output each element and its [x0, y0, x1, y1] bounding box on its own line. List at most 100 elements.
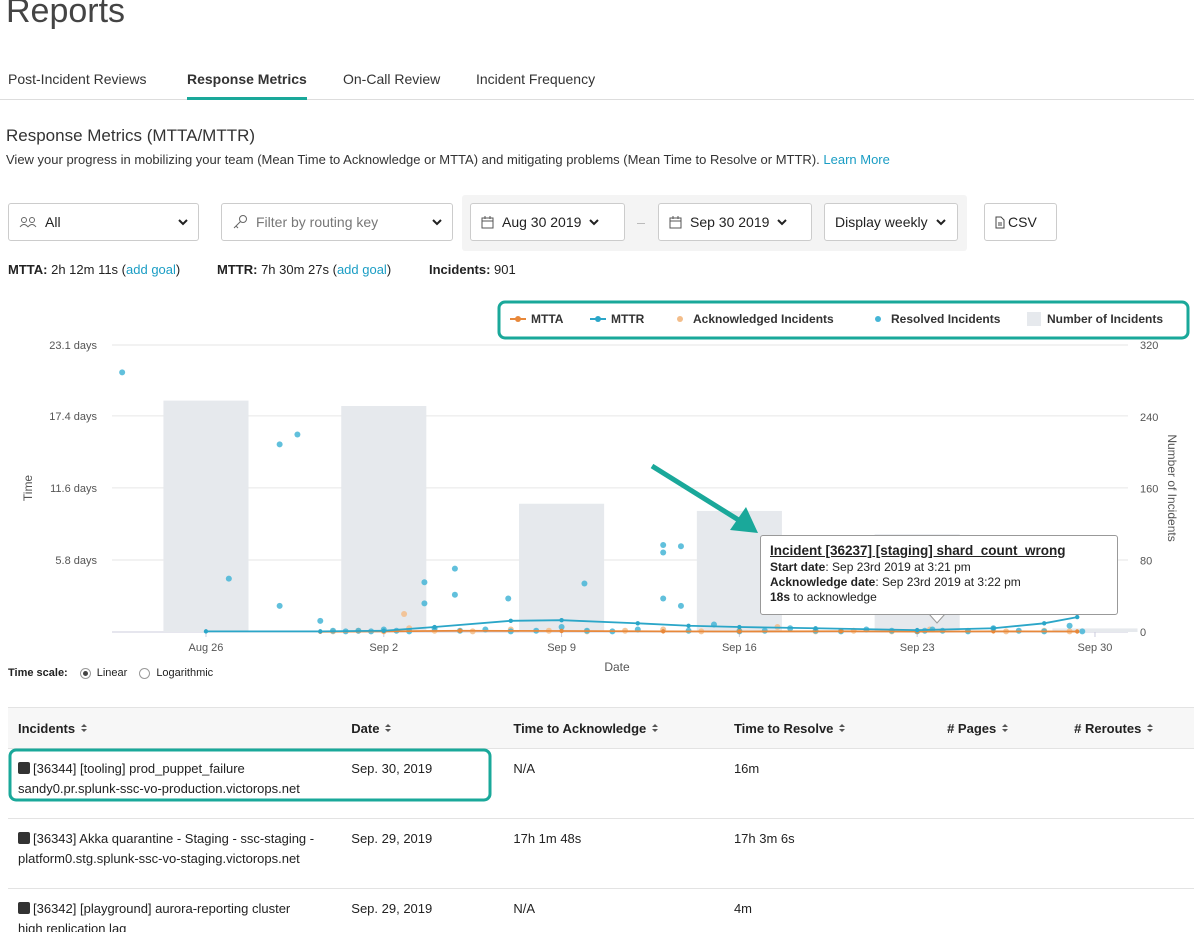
line-marker	[661, 629, 665, 633]
point	[505, 595, 511, 601]
radio-label[interactable]: Linear	[97, 667, 128, 679]
tooltip-value: to acknowledge	[790, 590, 877, 604]
table-row[interactable]: [36344] [tooling] prod_puppet_failuresan…	[8, 749, 1194, 819]
sort-icon[interactable]	[1145, 723, 1155, 733]
incident-text[interactable]: [36344] [tooling] prod_puppet_failure	[33, 761, 245, 776]
tab[interactable]: Response Metrics	[187, 71, 307, 87]
learn-more-link[interactable]: Learn More	[823, 152, 889, 167]
csv-button[interactable]: CSV	[984, 203, 1057, 241]
tab-divider	[0, 99, 1194, 100]
legend-item: MTTR	[590, 312, 645, 326]
x-tick-label: Sep 9	[547, 642, 576, 654]
add-goal-link[interactable]: add goal	[126, 262, 176, 277]
point	[678, 603, 684, 609]
point	[226, 576, 232, 582]
tab[interactable]: Post-Incident Reviews	[8, 71, 147, 87]
summary-value: 7h 30m 27s (	[261, 262, 337, 277]
sort-icon[interactable]	[837, 723, 847, 733]
line-marker	[991, 626, 995, 630]
chart: 5.8 days11.6 days17.4 days23.1 days08016…	[0, 295, 1200, 690]
tab[interactable]: On-Call Review	[343, 71, 440, 87]
summary-after: )	[387, 262, 391, 277]
legend-label: Acknowledged Incidents	[693, 312, 834, 326]
end-date: Sep 30 2019	[690, 214, 769, 230]
summary-value: 2h 12m 11s (	[51, 262, 126, 277]
point	[581, 581, 587, 587]
routing-key-select[interactable]: Filter by routing key	[221, 203, 453, 241]
legend-label: MTTR	[611, 312, 645, 326]
line-marker	[204, 629, 208, 633]
summary-after: )	[176, 262, 180, 277]
column-header[interactable]: Time to Resolve	[724, 708, 937, 749]
add-goal-link[interactable]: add goal	[337, 262, 387, 277]
header-label: # Pages	[947, 721, 996, 736]
chevron	[777, 218, 787, 226]
point	[277, 441, 283, 447]
y2-tick-label: 320	[1140, 340, 1158, 352]
sort-icon[interactable]	[79, 723, 89, 733]
incident-text[interactable]: [36343] Akka quarantine - Staging - ssc-…	[33, 831, 314, 846]
reroutes-cell	[1064, 749, 1194, 819]
key-icon	[232, 214, 248, 230]
column-header[interactable]: Incidents	[8, 708, 341, 749]
display-select[interactable]: Display weekly	[824, 203, 958, 241]
point	[1079, 628, 1085, 634]
start-date-select[interactable]: Aug 30 2019	[470, 203, 625, 241]
section-title: Response Metrics (MTTA/MTTR)	[6, 126, 255, 146]
team-select[interactable]: All	[8, 203, 199, 241]
table-row[interactable]: [36343] Akka quarantine - Staging - ssc-…	[8, 819, 1194, 889]
end-date-select[interactable]: Sep 30 2019	[658, 203, 812, 241]
radio[interactable]	[80, 668, 91, 679]
point	[678, 543, 684, 549]
line-marker	[1075, 615, 1079, 619]
pages-cell	[937, 819, 1064, 889]
point	[421, 579, 427, 585]
legend-item: Resolved Incidents	[875, 312, 1001, 326]
incident-icon	[18, 902, 30, 914]
header-label: Time to Acknowledge	[513, 721, 646, 736]
tab[interactable]: Incident Frequency	[476, 71, 595, 87]
incident-text[interactable]: sandy0.pr.splunk-ssc-vo-production.victo…	[18, 781, 300, 796]
sort-icon[interactable]	[383, 723, 393, 733]
legend-marker	[875, 316, 881, 322]
line-marker	[839, 629, 843, 633]
sort-icon[interactable]	[650, 723, 660, 733]
incident-text[interactable]: high replication lag	[18, 921, 126, 932]
sort-arrows	[839, 724, 845, 732]
point	[317, 618, 323, 624]
radio[interactable]	[139, 668, 150, 679]
x-tick-label: Sep 2	[369, 642, 398, 654]
summary-label: MTTA:	[8, 262, 47, 277]
column-header[interactable]: # Pages	[937, 708, 1064, 749]
header-label: Incidents	[18, 721, 75, 736]
reroutes-cell	[1064, 819, 1194, 889]
line-marker	[1042, 621, 1046, 625]
radio-label[interactable]: Logarithmic	[156, 667, 213, 679]
point	[660, 549, 666, 555]
column-header[interactable]: Date	[341, 708, 503, 749]
tooltip-label: Acknowledge date	[770, 575, 875, 589]
incident-text[interactable]: [36342] [playground] aurora-reporting cl…	[33, 901, 290, 916]
bar	[163, 401, 248, 632]
tta-cell: N/A	[503, 889, 724, 932]
line-marker	[813, 626, 817, 630]
incident-text[interactable]: platform0.stg.splunk-ssc-vo-staging.vict…	[18, 851, 300, 866]
bar	[519, 504, 604, 632]
sort-icon[interactable]	[1000, 723, 1010, 733]
column-header[interactable]: # Reroutes	[1064, 708, 1194, 749]
legend-label: MTTA	[531, 312, 564, 326]
calendar-icon	[669, 216, 682, 229]
column-header[interactable]: Time to Acknowledge	[503, 708, 724, 749]
line-marker	[915, 628, 919, 632]
sort-arrows	[1002, 724, 1008, 732]
header-row: Incidents Date Time to Acknowledge Time to …	[8, 708, 1194, 749]
legend-label: Resolved Incidents	[891, 312, 1001, 326]
point	[119, 369, 125, 375]
pages-cell	[937, 889, 1064, 932]
time-scale-label: Time scale:	[8, 667, 68, 679]
ttr-cell: 17h 3m 6s	[724, 819, 937, 889]
y-tick-label: 23.1 days	[49, 340, 97, 352]
table-row[interactable]: [36342] [playground] aurora-reporting cl…	[8, 889, 1194, 932]
point	[660, 595, 666, 601]
